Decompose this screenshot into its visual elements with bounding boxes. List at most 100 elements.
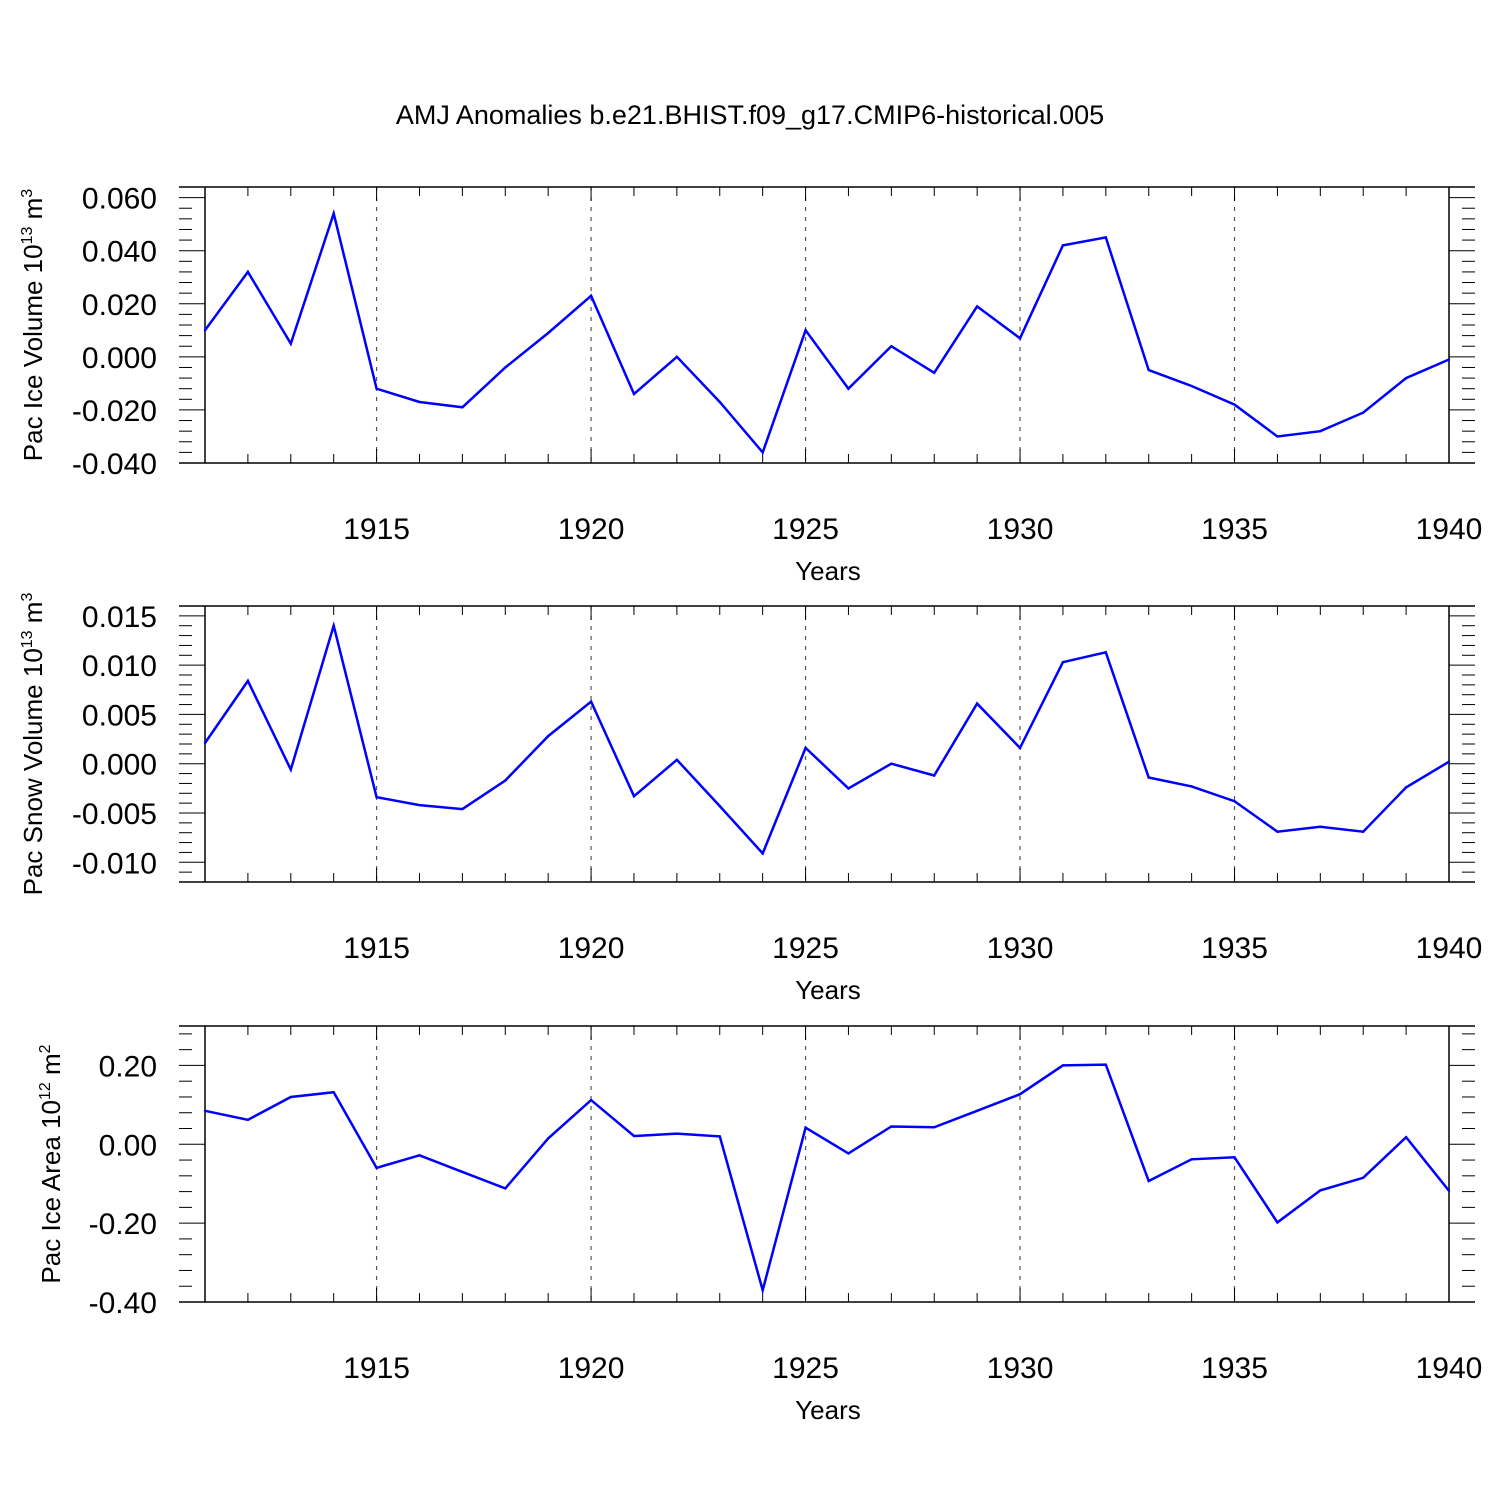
data-point (1447, 1189, 1451, 1193)
data-point (289, 1095, 292, 1099)
x-tick-label: 1930 (987, 513, 1054, 546)
y-tick-label: 0.005 (82, 699, 157, 732)
y-tick-label: 0.010 (82, 650, 157, 683)
data-point (546, 331, 550, 335)
data-point (546, 734, 550, 738)
data-point (761, 1288, 764, 1292)
panel-ice-volume: -0.040 -0.020 0.000 0.020 0.040 0.060 1915 1920… (18, 183, 1482, 586)
data-point (1233, 1156, 1236, 1159)
data-point (375, 387, 378, 390)
data-point (203, 329, 207, 332)
x-tick-label: 1940 (1416, 932, 1483, 965)
data-point (761, 451, 764, 454)
series-line (203, 620, 1450, 856)
data-point (418, 803, 421, 807)
y-tick-label: -0.040 (72, 448, 157, 481)
data-point (589, 700, 593, 703)
data-point (1061, 1064, 1065, 1067)
x-tick-label: 1915 (343, 513, 410, 546)
data-point (1104, 651, 1108, 654)
series-line (203, 208, 1450, 455)
y-tick-label: 0.00 (99, 1129, 157, 1162)
data-point (1362, 830, 1365, 833)
data-point (375, 1166, 378, 1170)
data-point (289, 768, 292, 771)
data-point (461, 1170, 464, 1174)
data-point (1190, 1158, 1193, 1161)
series-line (204, 1063, 1450, 1295)
x-tick-label: 1930 (987, 1352, 1054, 1385)
data-point (332, 624, 335, 627)
data-point (375, 796, 378, 799)
data-point (1147, 776, 1150, 779)
data-point (718, 1135, 721, 1138)
y-tick-label: 0.000 (82, 749, 157, 782)
data-point (1147, 368, 1150, 372)
data-point (718, 804, 721, 808)
x-tick-label: 1940 (1416, 513, 1483, 546)
data-point (504, 366, 507, 369)
y-axis-label: Pac Ice Area 1012 m2 (36, 1044, 66, 1283)
data-point (504, 1187, 507, 1190)
x-tick-label: 1925 (772, 932, 839, 965)
data-point (418, 1154, 421, 1157)
x-tick-label: 1925 (772, 1352, 839, 1385)
data-point (933, 774, 936, 777)
data-point (1018, 337, 1022, 340)
data-point (1147, 1179, 1150, 1183)
data-point (418, 400, 421, 404)
data-point (847, 1152, 850, 1155)
data-point (1018, 746, 1022, 750)
y-tick-label: -0.20 (89, 1208, 157, 1241)
data-point (975, 305, 979, 308)
data-point (203, 1109, 207, 1112)
data-point (847, 387, 850, 390)
data-point (675, 355, 679, 359)
data-point (1362, 411, 1365, 414)
y-tick-label: 0.060 (82, 183, 157, 216)
data-point (1319, 429, 1322, 433)
x-axis-label: Years (795, 1395, 861, 1425)
data-point (1233, 799, 1236, 803)
data-point (1276, 830, 1279, 833)
data-point (1104, 236, 1108, 239)
data-point (289, 342, 292, 345)
data-point (461, 807, 464, 811)
data-point (890, 1125, 893, 1128)
x-axis-label: Years (795, 556, 861, 586)
data-point (1447, 358, 1451, 361)
x-tick-label: 1920 (558, 513, 625, 546)
data-point (890, 345, 893, 348)
x-tick-label: 1915 (343, 932, 410, 965)
data-point (546, 1137, 550, 1140)
data-point (847, 787, 850, 790)
data-point (804, 746, 807, 750)
y-tick-label: 0.020 (82, 289, 157, 322)
x-tick-label: 1920 (558, 932, 625, 965)
data-point (1319, 825, 1322, 828)
data-point (1404, 376, 1408, 380)
x-tick-label: 1935 (1201, 513, 1268, 546)
data-point (1447, 760, 1451, 763)
data-point (203, 741, 207, 745)
data-point (1362, 1176, 1365, 1180)
x-tick-label: 1940 (1416, 1352, 1483, 1385)
data-point (1276, 435, 1279, 438)
data-point (632, 795, 636, 798)
data-point (246, 1118, 250, 1122)
x-tick-label: 1935 (1201, 932, 1268, 965)
data-point (761, 852, 764, 855)
data-point (246, 270, 250, 274)
y-tick-label: 0.20 (99, 1050, 157, 1083)
y-tick-label: 0.040 (82, 236, 157, 269)
y-tick-label: 0.000 (82, 342, 157, 375)
data-point (1018, 1093, 1022, 1096)
y-tick-label: -0.005 (72, 798, 157, 831)
data-point (632, 1134, 636, 1138)
y-tick-label: -0.40 (89, 1287, 157, 1320)
data-point (632, 392, 636, 396)
data-point (1404, 786, 1408, 789)
data-point (1233, 403, 1236, 406)
chart-title: AMJ Anomalies b.e21.BHIST.f09_g17.CMIP6-… (396, 100, 1104, 130)
